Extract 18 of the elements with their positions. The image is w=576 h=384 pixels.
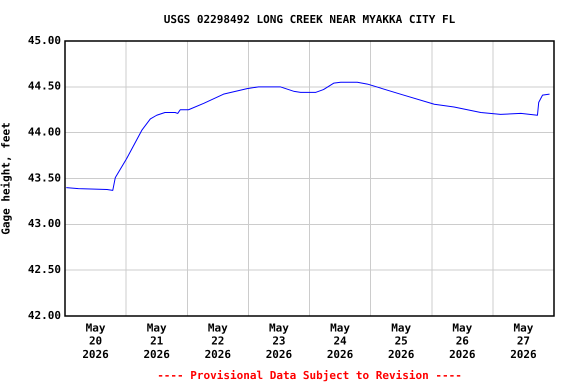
x-tick-label: May 22 2026 xyxy=(204,321,232,361)
text: ---- Provisional Data Subject to Revision ---- xyxy=(157,369,462,382)
y-tick-label: 45.00 xyxy=(28,34,61,47)
y-tick-label: 42.00 xyxy=(28,308,61,322)
x-tick-label: May 20 2026 xyxy=(82,321,110,361)
x-tick-label: May 26 2026 xyxy=(449,321,476,361)
x-tick-label: May 27 2026 xyxy=(510,321,538,361)
y-tick-label: 44.50 xyxy=(28,80,61,93)
x-tick-label: May 21 2026 xyxy=(143,321,170,361)
y-tick-label: 42.50 xyxy=(28,263,61,276)
x-tick-label: May 25 2026 xyxy=(388,321,415,361)
x-tick-label: May 24 2026 xyxy=(326,321,354,361)
chart-title: USGS 02298492 LONG CREEK NEAR MYAKKA CITY FL xyxy=(164,13,456,26)
y-axis-title: Gage height, feet xyxy=(0,122,12,235)
y-tick-label: 44.00 xyxy=(28,126,61,139)
y-tick-label: 43.00 xyxy=(28,217,61,230)
y-tick-label: 43.50 xyxy=(28,171,61,184)
x-tick-label: May 23 2026 xyxy=(266,321,293,361)
